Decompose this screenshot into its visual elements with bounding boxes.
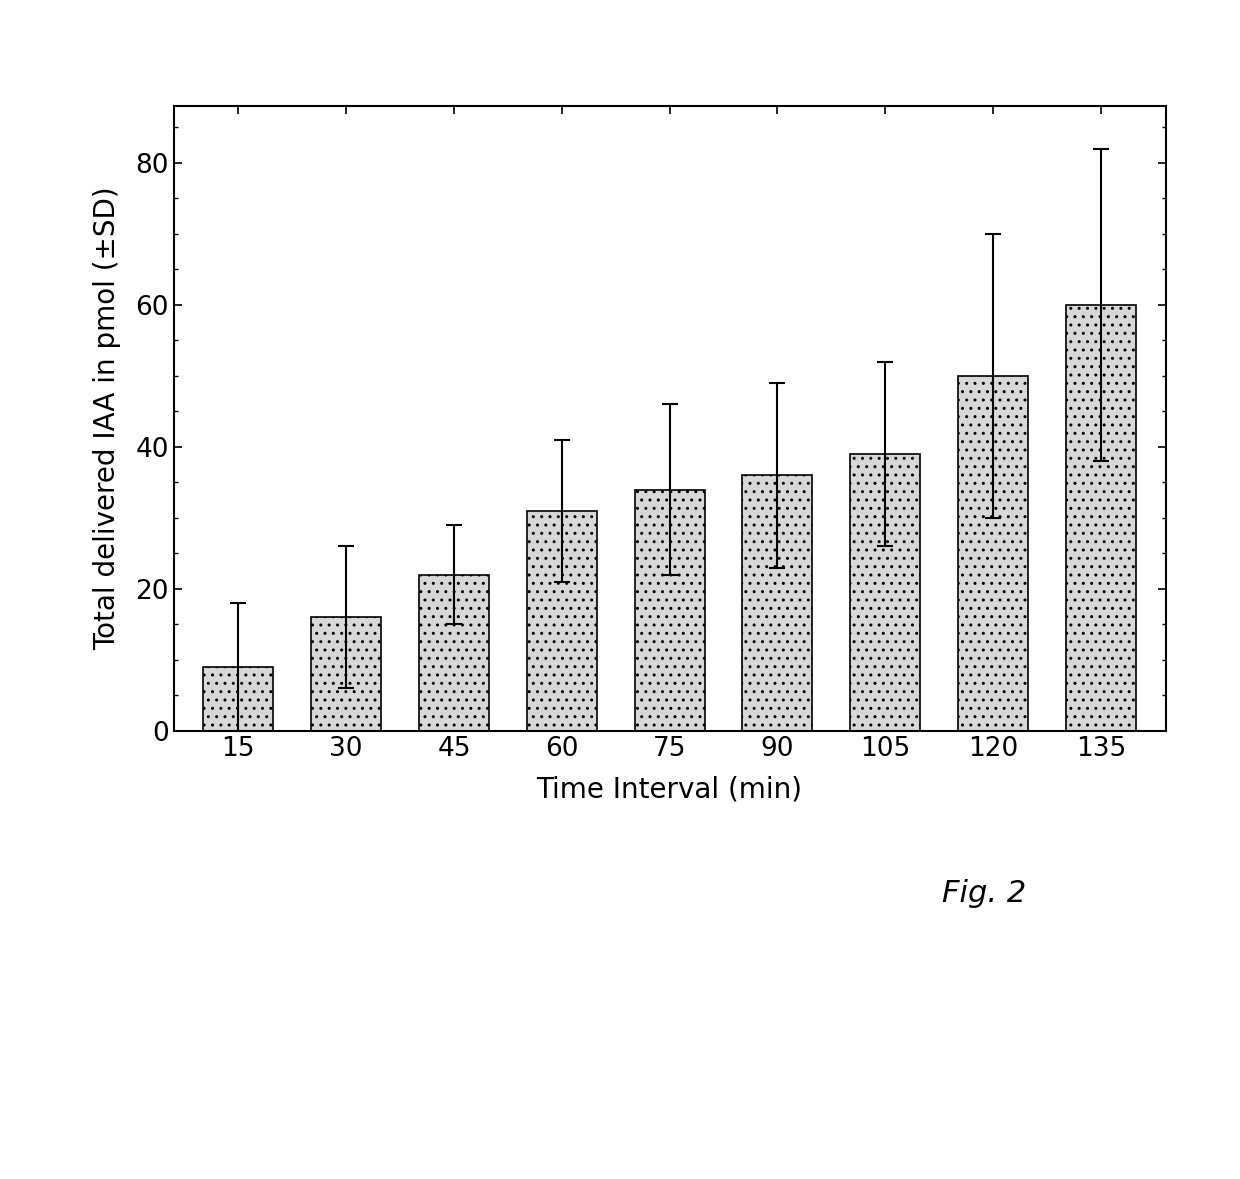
Y-axis label: Total delivered IAA in pmol (±SD): Total delivered IAA in pmol (±SD) [93,186,122,651]
X-axis label: Time Interval (min): Time Interval (min) [537,776,802,804]
Bar [311,618,381,731]
Bar [527,511,596,731]
Bar [419,575,489,731]
Bar [1066,305,1136,731]
Text: Fig. 2: Fig. 2 [942,878,1027,908]
Bar [959,376,1028,731]
Bar [743,475,812,731]
Bar [635,489,704,731]
Bar [203,667,273,731]
Bar [851,454,920,731]
